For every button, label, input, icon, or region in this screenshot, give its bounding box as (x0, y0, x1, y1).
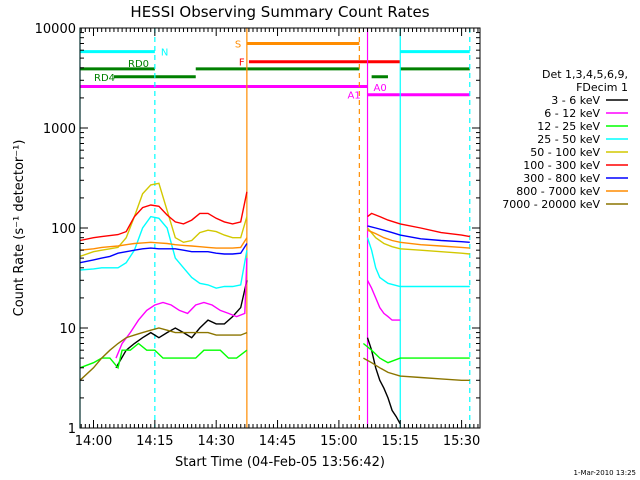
legend-label-5: 100 - 300 keV (523, 159, 600, 172)
y-axis-title: Count Rate (s⁻¹ detector⁻¹) (12, 140, 27, 317)
flag-label-rd0: RD0 (128, 59, 149, 70)
flag-label-s: S (235, 39, 241, 50)
legend-label-4: 50 - 100 keV (530, 146, 600, 159)
series-line-4-1 (366, 227, 470, 255)
series-line-1-1 (366, 279, 401, 321)
x-tick-label-6: 15:30 (443, 434, 480, 449)
legend-label-6: 300 - 800 keV (523, 172, 600, 185)
legend-label-1: 6 - 12 keV (544, 107, 600, 120)
x-tick-label-4: 15:00 (320, 434, 357, 449)
y-tick-label-1: 10 (59, 322, 76, 337)
legend-label-0: 3 - 6 keV (551, 94, 600, 107)
x-tick-label-2: 14:30 (197, 434, 234, 449)
series-line-7-0 (79, 237, 248, 251)
x-axis-title: Start Time (04-Feb-05 13:56:42) (175, 455, 385, 470)
legend-header-line-2: FDecim 1 (576, 81, 628, 94)
y-axis: 1 10 100 1000 10000 (35, 22, 480, 437)
chart-title: HESSI Observing Summary Count Rates (130, 3, 429, 21)
series-line-6-0 (79, 243, 248, 264)
y-tick-label-4: 10000 (35, 22, 76, 37)
legend-label-8: 7000 - 20000 keV (502, 198, 600, 211)
series-line-8-0 (79, 327, 248, 381)
legend-label-7: 800 - 7000 keV (516, 185, 600, 198)
series-line-8-1 (363, 357, 470, 381)
legend-label-3: 25 - 50 keV (537, 133, 600, 146)
x-tick-label-1: 14:15 (136, 434, 173, 449)
series-line-3-0 (79, 215, 248, 289)
vertical-markers (79, 28, 471, 428)
series-line-1-0 (115, 258, 248, 359)
legend-header-line-1: Det 1,3,4,5,6,9, (542, 68, 628, 81)
series-line-7-1 (367, 229, 470, 249)
flag-label-rd4: RD4 (94, 73, 115, 84)
series-line-5-0 (79, 191, 248, 242)
x-tick-label-0: 14:00 (75, 434, 112, 449)
y-tick-label-2: 100 (51, 222, 76, 237)
series-line-0-1 (366, 337, 401, 425)
flag-bars: N SF RD0 RD4 A1 A0 (80, 39, 470, 102)
series-line-4-0 (79, 182, 248, 258)
x-axis: 14:00 14:15 14:30 14:45 15:00 15:15 15:30 (75, 28, 480, 449)
legend-label-2: 12 - 25 keV (537, 120, 600, 133)
x-tick-label-5: 15:15 (382, 434, 419, 449)
series-lines (79, 182, 470, 425)
y-tick-label-3: 1000 (43, 122, 76, 137)
y-tick-label-0: 1 (68, 422, 76, 437)
series-line-3-1 (366, 237, 470, 288)
flag-label-n: N (161, 48, 168, 59)
date-stamp: 1-Mar-2010 13:25 (574, 469, 636, 477)
flag-label-f: F (239, 58, 245, 69)
flag-label-a0: A0 (374, 83, 387, 94)
series-line-2-0 (79, 342, 248, 370)
flag-label-a1: A1 (348, 91, 361, 102)
series-line-6-1 (367, 225, 470, 243)
series-line-2-1 (362, 342, 470, 364)
x-tick-label-3: 14:45 (259, 434, 296, 449)
series-line-5-1 (367, 212, 470, 238)
